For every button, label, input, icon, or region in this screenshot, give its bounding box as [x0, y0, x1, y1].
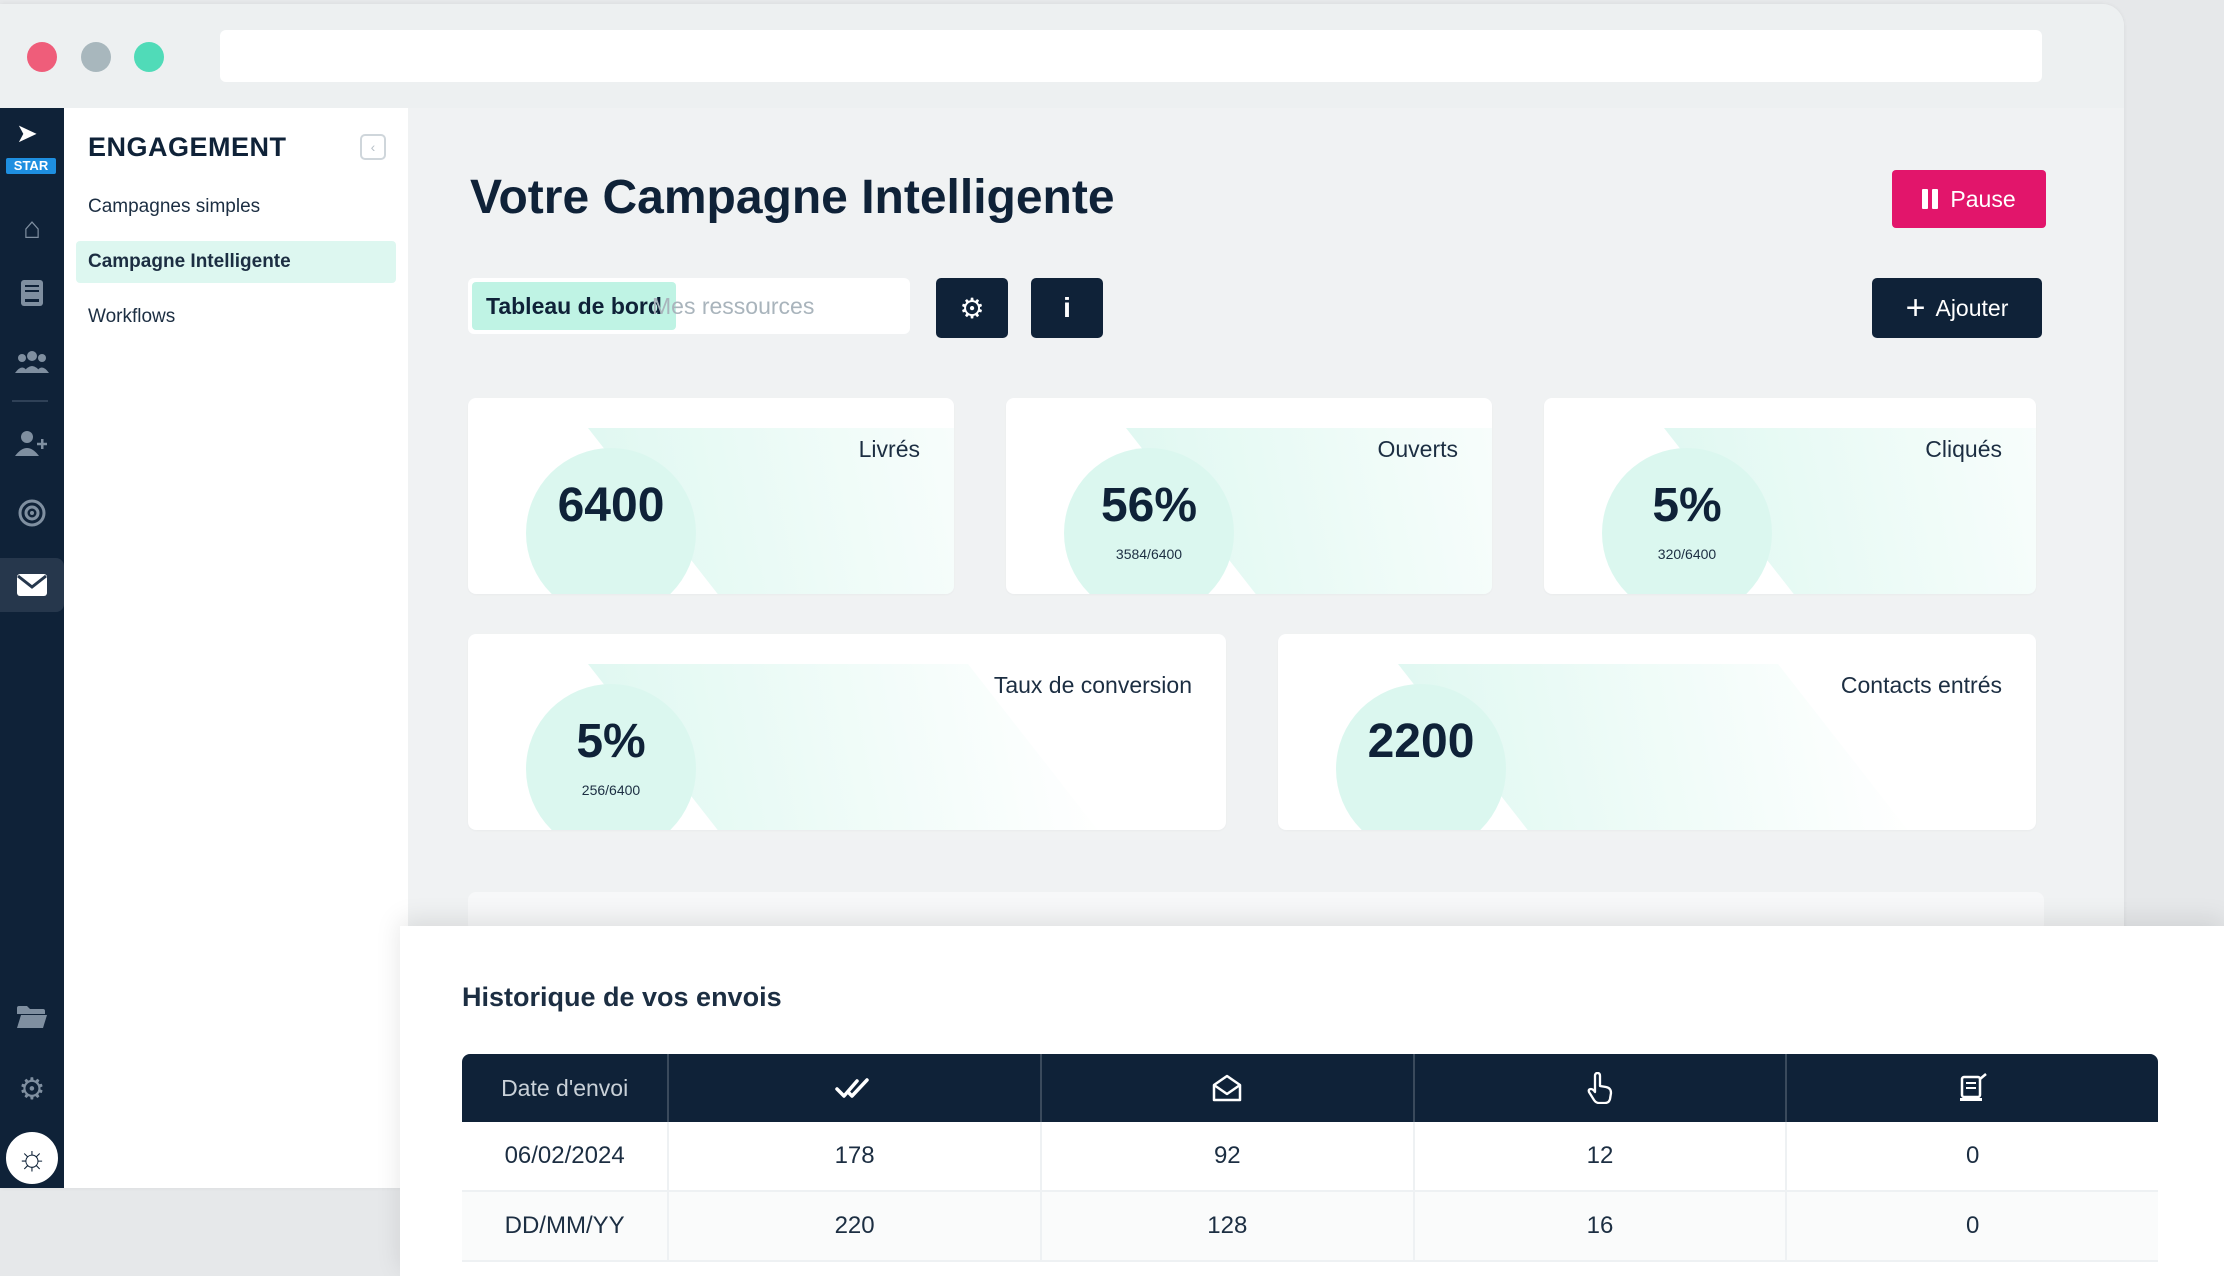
main-content: Votre Campagne Intelligente Pause Tablea…: [408, 108, 2124, 1188]
stat-label: Ouverts: [1377, 436, 1458, 462]
column-header-date[interactable]: Date d'envoi: [462, 1054, 670, 1122]
background-card: [468, 892, 2044, 932]
cell-opened: 92: [1042, 1122, 1415, 1190]
stat-value: 2200: [1367, 715, 1475, 768]
stat-label: Cliqués: [1925, 436, 2002, 462]
stat-ratio: 3584/6400: [1115, 546, 1183, 562]
table-row[interactable]: 06/02/2024 178 92 12 0: [462, 1122, 2158, 1192]
pause-icon: [1922, 189, 1939, 209]
stat-ratio: 256/6400: [581, 782, 641, 798]
maximize-window-button[interactable]: [134, 42, 164, 72]
cell-opened: 128: [1042, 1192, 1415, 1260]
cell-clicked: 12: [1415, 1122, 1788, 1190]
sidebar-title: ENGAGEMENT: [88, 132, 287, 162]
stat-value: 5%: [576, 715, 646, 768]
card-decoration: [526, 684, 696, 830]
cell-delivered: 178: [669, 1122, 1042, 1190]
sidebar-item-campagnes-simples[interactable]: Campagnes simples: [88, 196, 261, 217]
open-envelope-icon: [1213, 1074, 1242, 1102]
settings-button[interactable]: ⚙: [936, 278, 1008, 338]
cell-date: 06/02/2024: [462, 1122, 670, 1190]
stat-label: Livrés: [858, 436, 920, 462]
sidebar-item-campagne-intelligente[interactable]: Campagne Intelligente: [76, 241, 396, 283]
cell-converted: 0: [1965, 1212, 1980, 1239]
minimize-window-button[interactable]: [81, 42, 111, 72]
window-titlebar: [0, 4, 2124, 108]
collapse-sidebar-icon[interactable]: ‹: [360, 134, 386, 160]
tab-tableau-de-bord[interactable]: Tableau de bord: [472, 282, 676, 330]
add-button[interactable]: + Ajouter: [1872, 278, 2042, 338]
app-logo[interactable]: ➤ STAR: [4, 114, 60, 174]
sidebar: ENGAGEMENT ‹ Campagnes simples Campagne …: [64, 108, 408, 1188]
tab-bar: Tableau de bord Mes ressources: [468, 278, 910, 334]
folder-icon[interactable]: [0, 990, 64, 1044]
stat-card-ouverts: Ouverts 56% 3584/6400: [1006, 398, 1492, 594]
target-icon[interactable]: [0, 486, 64, 540]
stat-label: Taux de conversion: [993, 672, 1192, 698]
stat-value: 6400: [557, 479, 665, 532]
close-window-button[interactable]: [27, 42, 57, 72]
sidebar-item-workflows[interactable]: Workflows: [88, 306, 176, 327]
rail-divider: [12, 400, 48, 402]
stat-card-livres: Livrés 6400: [468, 398, 954, 594]
app-window: ➤ STAR ⌂ ⚙ ☼ ENGAGEMENT ‹ Campagnes simp…: [0, 4, 2124, 1188]
pointer-hand-icon: [1587, 1072, 1613, 1104]
table-header: Date d'envoi: [462, 1054, 2158, 1122]
logo-wing-icon: ➤: [16, 118, 38, 148]
history-panel: Historique de vos envois Date d'envoi 06…: [400, 926, 2224, 1276]
user-avatar[interactable]: ☼: [4, 1130, 60, 1186]
stat-ratio: 320/6400: [1657, 546, 1717, 562]
cell-delivered: 220: [669, 1192, 1042, 1260]
address-bar[interactable]: [220, 30, 2042, 82]
pause-button[interactable]: Pause: [1892, 170, 2046, 228]
stat-card-taux-de-conversion: Taux de conversion 5% 256/6400: [468, 634, 1226, 830]
mail-icon[interactable]: [0, 558, 64, 612]
add-user-icon[interactable]: [0, 416, 64, 470]
history-table: Date d'envoi 06/02/2024 178 92 12 0 DD/M…: [462, 1054, 2158, 1262]
stat-card-contacts-entres: Contacts entrés 2200: [1278, 634, 2036, 830]
stat-value: 56%: [1100, 479, 1198, 532]
icon-rail: ➤ STAR ⌂ ⚙ ☼: [0, 108, 64, 1188]
history-title: Historique de vos envois: [462, 982, 782, 1012]
card-decoration: [526, 448, 696, 594]
form-icon: [1959, 1073, 1987, 1101]
card-decoration: [1064, 448, 1234, 594]
book-icon[interactable]: [0, 266, 64, 320]
pause-button-label: Pause: [1950, 185, 2016, 212]
column-header-opened[interactable]: [1042, 1054, 1415, 1122]
cell-converted: 0: [1965, 1142, 1980, 1169]
home-icon[interactable]: ⌂: [22, 212, 42, 245]
column-header-delivered[interactable]: [669, 1054, 1042, 1122]
info-button[interactable]: i: [1031, 278, 1103, 338]
plus-icon: +: [1905, 289, 1926, 327]
gear-icon[interactable]: ⚙: [18, 1072, 46, 1106]
stat-card-cliques: Cliqués 5% 320/6400: [1544, 398, 2036, 594]
gear-icon: ⚙: [959, 292, 985, 324]
stat-label: Contacts entrés: [1840, 672, 2002, 698]
cell-clicked: 16: [1415, 1192, 1788, 1260]
add-button-label: Ajouter: [1935, 294, 2009, 321]
info-icon: i: [1063, 292, 1071, 323]
table-row[interactable]: DD/MM/YY 220 128 16 0: [462, 1192, 2158, 1262]
tab-mes-ressources[interactable]: Mes ressources: [652, 293, 815, 319]
group-icon[interactable]: [0, 334, 64, 388]
card-decoration: [1336, 684, 1506, 830]
cell-date: DD/MM/YY: [462, 1192, 670, 1260]
page-title: Votre Campagne Intelligente: [470, 171, 1115, 224]
logo-badge: STAR: [6, 158, 56, 174]
stat-value: 5%: [1652, 479, 1722, 532]
double-check-icon: [834, 1078, 869, 1098]
column-header-converted[interactable]: [1787, 1054, 2158, 1122]
column-header-clicked[interactable]: [1415, 1054, 1788, 1122]
card-decoration: [1602, 448, 1772, 594]
